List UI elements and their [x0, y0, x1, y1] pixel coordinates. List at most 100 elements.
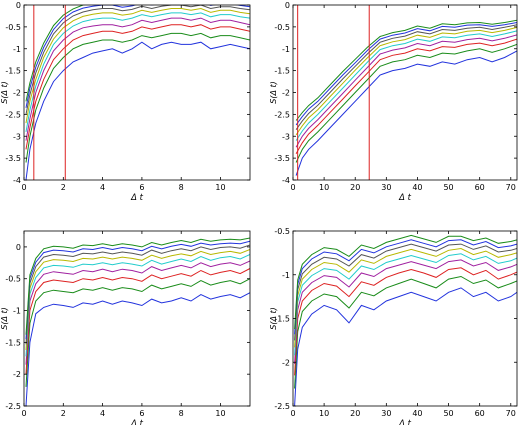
y-tick-label: -0.5 — [274, 23, 290, 32]
x-tick-label: 0 — [290, 409, 295, 418]
series-line-6 — [25, 249, 250, 351]
y-tick-label: -3.5 — [274, 154, 290, 163]
x-tick-label: 20 — [350, 183, 360, 192]
y-tick-label: -0.5 — [5, 275, 21, 284]
y-tick-label: -4 — [13, 176, 21, 185]
x-tick-label: 6 — [139, 183, 144, 192]
series-line-3 — [25, 268, 250, 375]
x-tick-label: 10 — [215, 183, 225, 192]
x-tick-label: 2 — [61, 183, 66, 192]
series-line-2 — [25, 32, 250, 163]
chart-panel-4: 0 10 20 30 40 50 60 70 -0.5 -1 -1.5 -2 -2.5 Δ t S(Δ t) — [269, 227, 518, 425]
y-tick-label: -1.5 — [5, 338, 21, 347]
x-axis-label: Δ t — [398, 193, 412, 203]
x-tick-label: 0 — [21, 409, 26, 418]
series-line-7 — [294, 243, 517, 341]
y-tick-label: -1.5 — [274, 67, 290, 76]
series-line-8 — [25, 5, 250, 108]
y-tick-label: -0.5 — [5, 23, 21, 32]
x-axis-label: Δ t — [130, 193, 144, 203]
series-line-4 — [25, 260, 250, 365]
series-line-5 — [25, 254, 250, 357]
x-tick-label: 8 — [179, 183, 184, 192]
x-tick-label: 20 — [350, 409, 360, 418]
x-tick-label: 70 — [506, 183, 516, 192]
series-line-9 — [25, 237, 250, 335]
series-line-5 — [25, 12, 250, 132]
y-axis-label: S(Δ t) — [0, 307, 9, 329]
x-tick-label: 10 — [215, 409, 225, 418]
series-line-9 — [25, 5, 86, 102]
y-tick-label: -1 — [13, 307, 21, 316]
x-tick-label: 60 — [475, 409, 485, 418]
y-tick-label: -4 — [282, 176, 290, 185]
chart-panel-2: 0 10 20 30 40 50 60 70 0 -0.5 -1 -1.5 -2 -2.5 -3 -3.5 -4… — [269, 1, 518, 203]
x-tick-label: 8 — [179, 409, 184, 418]
y-tick-label: -1 — [282, 271, 290, 280]
plot-frame — [23, 4, 251, 181]
x-tick-label: 70 — [506, 409, 516, 418]
series-line-8 — [25, 240, 250, 340]
plot-frame — [23, 230, 251, 407]
y-tick-label: 0 — [16, 1, 21, 10]
y-tick-label: -2 — [13, 370, 21, 379]
series-line-5 — [295, 30, 517, 141]
y-tick-label: -1 — [13, 45, 21, 54]
y-tick-label: -2.5 — [5, 110, 21, 119]
y-tick-label: -2.5 — [274, 402, 290, 411]
series-line-3 — [295, 38, 517, 155]
series-line-2 — [295, 43, 517, 163]
x-tick-label: 4 — [100, 183, 105, 192]
series-line-9 — [295, 19, 517, 121]
y-tick-label: -3 — [13, 132, 21, 141]
x-tick-label: 30 — [381, 183, 391, 192]
x-tick-label: 60 — [475, 183, 485, 192]
x-tick-label: 40 — [412, 409, 422, 418]
y-axis-label: S(Δ t) — [269, 81, 278, 103]
y-axis-label: S(Δ t) — [269, 307, 278, 329]
x-tick-label: 0 — [21, 183, 26, 192]
x-tick-label: 2 — [61, 409, 66, 418]
series-line-2 — [25, 278, 250, 387]
x-tick-label: 6 — [139, 409, 144, 418]
x-tick-label: 10 — [319, 183, 329, 192]
y-tick-label: -3.5 — [5, 154, 21, 163]
x-tick-label: 0 — [290, 183, 295, 192]
series-line-8 — [295, 22, 517, 126]
series-line-7 — [25, 244, 250, 345]
x-tick-label: 10 — [319, 409, 329, 418]
series-line-2 — [294, 275, 517, 389]
chart-panel-3: 0 2 4 6 8 10 0 -0.5 -1 -1.5 -2 -2.5 Δ t S(Δ t) — [0, 230, 251, 425]
series-line-6 — [294, 247, 517, 348]
y-tick-label: -2.5 — [5, 402, 21, 411]
series-line-7 — [295, 24, 517, 130]
y-tick-label: 0 — [285, 1, 290, 10]
series-line-1 — [294, 287, 517, 406]
x-axis-label: Δ t — [130, 419, 144, 425]
y-tick-label: -2 — [13, 89, 21, 98]
y-tick-label: 0 — [16, 243, 21, 252]
series-line-1 — [25, 292, 250, 406]
series-line-4 — [25, 17, 250, 141]
series-line-6 — [25, 7, 250, 124]
y-axis-label: S(Δ t) — [0, 81, 9, 103]
series-line-9 — [294, 234, 517, 330]
series-line-1 — [295, 50, 517, 176]
series-line-1 — [25, 41, 250, 180]
series-line-5 — [294, 253, 517, 356]
y-tick-label: -1.5 — [5, 67, 21, 76]
x-tick-label: 50 — [443, 409, 453, 418]
x-tick-label: 50 — [443, 183, 453, 192]
series-line-7 — [25, 5, 250, 115]
y-tick-label: -2 — [282, 89, 290, 98]
series-line-4 — [295, 34, 517, 148]
y-tick-label: -3 — [282, 132, 290, 141]
series-line-6 — [295, 26, 517, 136]
chart-panel-1: 0 2 4 6 8 10 0 -0.5 -1 -1.5 -2 -2.5 -3 -3.5 -4 Δ t S(Δ t… — [0, 1, 251, 203]
x-axis-label: Δ t — [398, 419, 412, 425]
series-line-4 — [294, 259, 517, 365]
series-line-8 — [294, 239, 517, 335]
x-tick-label: 30 — [381, 409, 391, 418]
y-tick-label: -2 — [282, 358, 290, 367]
